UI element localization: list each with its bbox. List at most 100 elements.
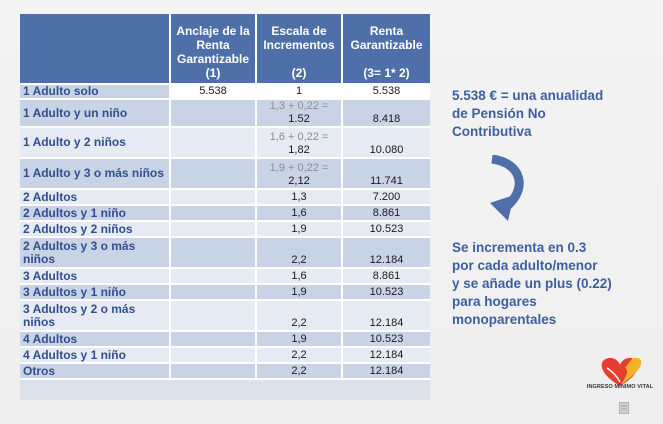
annuity-note: 5.538 € = una anualidad de Pensión No Co… [452,87,652,141]
page-icon [619,402,629,414]
household-label: 1 Adulto y 2 niños [20,127,171,159]
header-line: (1) [205,66,221,80]
scale-value: 2,2 [291,317,307,329]
table-row: 2 Adultos y 1 niño 1,6 8.861 [20,205,430,222]
header-spacer [259,52,339,66]
anchor-cell [170,268,257,285]
header-spacer [345,52,428,66]
income-cell: 12.184 [342,300,430,332]
table-row: 3 Adultos 1,6 8.861 [20,268,430,285]
note-line: monoparentales [452,312,557,327]
increment-note: Se incrementa en 0.3 por cada adulto/men… [452,239,647,329]
table-header-row: Anclaje de la Renta Garantizable (1) Esc… [20,14,430,85]
household-label: 3 Adultos y 2 o más niños [20,300,171,332]
scale-value: 1,6 [291,270,307,282]
anchor-cell [170,300,257,332]
header-line: (2) [291,66,307,80]
note-line: Contributiva [452,124,532,139]
note-line: de Pensión No [452,106,546,121]
scale-cell: 1,6 + 0,22 = 1,82 [256,127,343,159]
anchor-cell [170,331,257,348]
table-row: 2 Adultos y 2 niños 1,9 10.523 [20,221,430,238]
household-label: 2 Adultos y 2 niños [20,221,171,238]
scale-cell: 2,2 [256,347,343,364]
table-body: 1 Adulto solo 5.538 1 5.538 1 Adulto y un ni… [20,84,430,380]
note-line: por cada adulto/menor [452,258,598,273]
income-cell: 7.200 [342,189,430,206]
household-label: 3 Adultos y 1 niño [20,284,171,301]
scale-value: 1,9 [291,333,307,345]
household-label: 1 Adulto y un niño [20,99,171,128]
scale-value: 1,6 [291,207,307,219]
anchor-cell [170,205,257,222]
scale-calc: 1,9 + 0,22 = [269,162,329,174]
income-cell: 12.184 [342,363,430,380]
household-label: Otros [20,363,171,380]
income-cell: 10.523 [342,221,430,238]
scale-value: 2,2 [291,254,307,266]
table-row: Otros 2,2 12.184 [20,363,430,380]
scale-value: 1 [295,85,303,97]
table-row: 1 Adulto y 3 o más niños 1,9 + 0,22 = 2,12… [20,158,430,190]
income-cell: 12.184 [342,237,430,269]
scale-value: 2,12 [288,175,310,187]
scale-cell: 1,3 [256,189,343,206]
household-label: 2 Adultos y 1 niño [20,205,171,222]
table-row: 4 Adultos y 1 niño 2,2 12.184 [20,347,430,364]
scale-cell: 1,9 [256,331,343,348]
table-row: 1 Adulto y 2 niños 1,6 + 0,22 = 1,82 10.080 [20,127,430,159]
income-cell: 10.523 [342,284,430,301]
note-line: y se añade un plus (0.22) [452,276,612,291]
anchor-cell [170,189,257,206]
header-line: Garantizable [350,38,423,52]
header-line: (3= 1* 2) [363,66,410,80]
note-line: 5.538 € = una anualidad [452,88,604,103]
anchor-cell [170,99,257,128]
scale-cell: 1,3 + 0,22 = 1.52 [256,99,343,128]
household-label: 2 Adultos [20,189,171,206]
anchor-cell [170,221,257,238]
income-cell: 8.418 [342,99,430,128]
scale-cell: 1,9 [256,284,343,301]
header-scale: Escala de Incrementos (2) [256,14,343,85]
note-line: para hogares [452,294,537,309]
heart-hands-icon [601,357,642,386]
note-line: Se incrementa en 0.3 [452,240,587,255]
scale-cell: 1 [256,84,343,100]
scale-cell: 1,6 [256,205,343,222]
scale-calc: 1,6 + 0,22 = [269,131,329,143]
anchor-cell [170,127,257,159]
scale-value: 1,9 [291,286,307,298]
income-cell: 10.523 [342,331,430,348]
anchor-cell [170,363,257,380]
curved-arrow-icon [490,155,524,221]
household-label: 4 Adultos [20,331,171,348]
header-line: Renta [369,24,404,38]
income-cell: 8.861 [342,205,430,222]
anchor-cell [170,237,257,269]
logo-text: INGRESO MÍNIMO VITAL [586,384,654,390]
income-cell: 8.861 [342,268,430,285]
scale-cell: 2,2 [256,363,343,380]
anchor-cell [170,158,257,190]
scale-cell: 1,9 [256,221,343,238]
household-label: 4 Adultos y 1 niño [20,347,171,364]
scale-cell: 2,2 [256,237,343,269]
scale-value: 1,3 [291,191,307,203]
anchor-cell: 5.538 [170,84,257,100]
scale-value: 1,82 [288,144,310,156]
income-table: Anclaje de la Renta Garantizable (1) Esc… [20,14,430,380]
header-household [20,14,171,85]
scale-calc: 1,3 + 0,22 = [269,100,329,112]
header-line: Renta [196,38,230,52]
scale-value: 2,2 [291,365,307,377]
household-label: 1 Adulto y 3 o más niños [20,158,171,190]
header-line: Incrementos [263,38,335,52]
scale-cell: 1,9 + 0,22 = 2,12 [256,158,343,190]
table-row: 3 Adultos y 1 niño 1,9 10.523 [20,284,430,301]
household-label: 1 Adulto solo [20,84,171,100]
income-cell: 5.538 [342,84,430,100]
header-line: Escala de [271,24,327,38]
income-cell: 10.080 [342,127,430,159]
